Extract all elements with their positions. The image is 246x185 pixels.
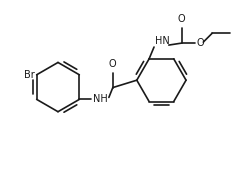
- Text: HN: HN: [155, 36, 170, 46]
- Text: O: O: [196, 38, 204, 48]
- Text: Br: Br: [24, 70, 35, 80]
- Text: NH: NH: [93, 94, 108, 104]
- Text: O: O: [178, 14, 185, 24]
- Text: O: O: [109, 59, 117, 69]
